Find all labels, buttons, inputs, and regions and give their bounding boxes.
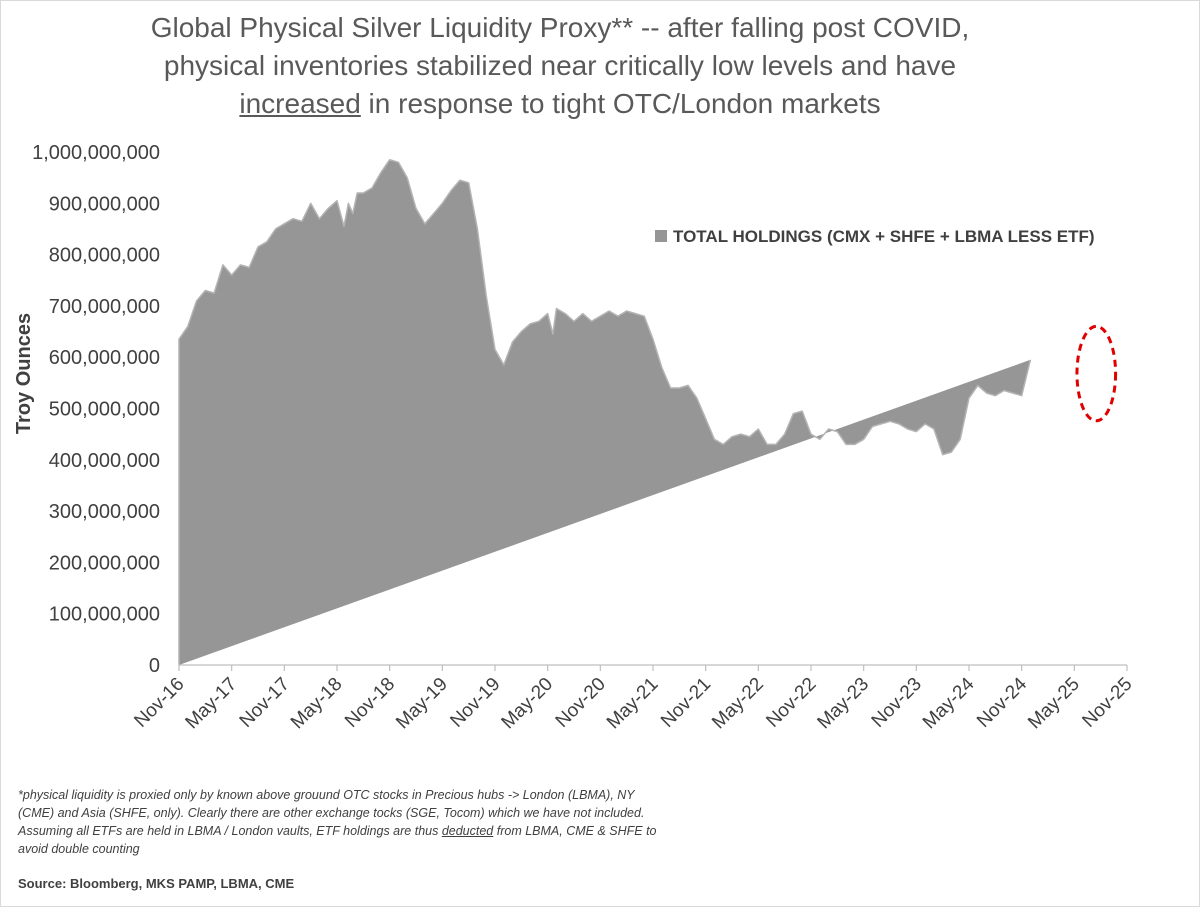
- x-tick-label: Nov-19: [446, 674, 504, 732]
- legend-swatch: [655, 230, 667, 242]
- annotation-dashed-ellipse: [1075, 324, 1118, 423]
- y-tick-label: 1,000,000,000: [32, 142, 160, 164]
- chart-title-line-2: physical inventories stabilized near cri…: [163, 50, 957, 81]
- legend-label: TOTAL HOLDINGS (CMX + SHFE + LBMA LESS E…: [673, 227, 1095, 246]
- series-area-total-holdings: [178, 158, 1032, 665]
- title-underlined-word: increased: [239, 88, 361, 119]
- y-tick-label: 900,000,000: [49, 193, 160, 215]
- y-tick-label: 100,000,000: [49, 604, 160, 626]
- footnote-part-1: *physical liquidity is proxied only by k…: [18, 788, 645, 838]
- x-tick-label: May-18: [287, 674, 347, 734]
- y-tick-label: 0: [149, 655, 160, 677]
- x-tick-label: Nov-25: [1078, 674, 1136, 732]
- footnote-part-2: from LBMA, CME & SHFE to avoid double co…: [18, 824, 657, 856]
- source-note: Source: Bloomberg, MKS PAMP, LBMA, CME: [18, 876, 295, 891]
- x-tick-label: May-17: [182, 674, 242, 734]
- y-tick-label: 700,000,000: [49, 296, 160, 318]
- x-tick-label: Nov-24: [973, 673, 1031, 731]
- x-tick-label: Nov-20: [552, 674, 610, 732]
- x-tick-label: Nov-21: [657, 674, 715, 732]
- title-line-3-rest: in response to tight OTC/London markets: [360, 88, 881, 119]
- chart-title-line-1: Global Physical Silver Liquidity Proxy**…: [150, 12, 970, 43]
- x-tick-label: Nov-16: [130, 674, 188, 732]
- x-tick-label: Nov-18: [341, 674, 399, 732]
- y-tick-label: 600,000,000: [49, 347, 160, 369]
- x-tick-label: May-20: [498, 674, 558, 734]
- chart-title-line-3: increased in response to tight OTC/Londo…: [60, 86, 1060, 122]
- y-axis-label: Troy Ounces: [13, 313, 35, 434]
- y-tick-label: 200,000,000: [49, 552, 160, 574]
- y-tick-label: 500,000,000: [49, 399, 160, 421]
- x-tick-label: Nov-23: [868, 674, 926, 732]
- footnote-underlined-word: deducted: [441, 824, 494, 838]
- x-tick-label: Nov-17: [236, 674, 294, 732]
- y-tick-label: 800,000,000: [49, 245, 160, 267]
- x-tick-label: May-21: [603, 674, 663, 734]
- x-tick-label: May-24: [919, 673, 979, 733]
- x-tick-label: Nov-22: [762, 674, 820, 732]
- x-tick-label: May-23: [814, 674, 874, 734]
- y-tick-label: 400,000,000: [49, 450, 160, 472]
- y-tick-label: 300,000,000: [49, 501, 160, 523]
- chart-plot: 0 100,000,000 200,000,000 300,000,000 400,00…: [13, 142, 1137, 734]
- x-tick-label: May-22: [708, 674, 768, 734]
- x-tick-label: May-25: [1024, 674, 1084, 734]
- footnote: *physical liquidity is proxied only by k…: [18, 786, 658, 858]
- x-tick-label: May-19: [392, 674, 452, 734]
